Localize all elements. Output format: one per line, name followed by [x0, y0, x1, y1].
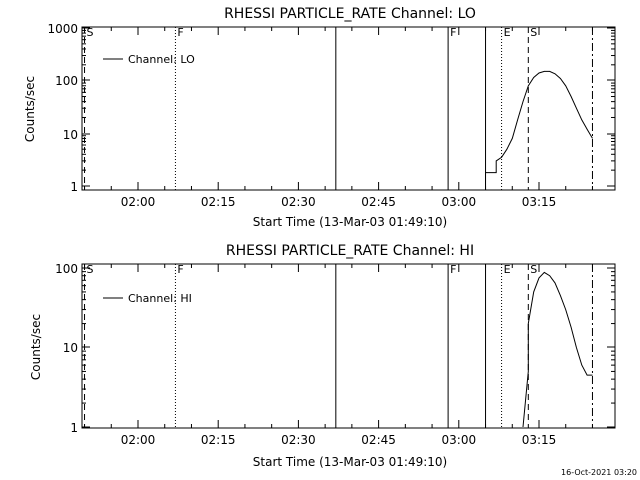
- x-tick-label: 02:30: [281, 433, 316, 447]
- series-line: [522, 271, 593, 428]
- event-marker-label: S: [530, 263, 537, 276]
- event-marker-label: F: [450, 263, 456, 276]
- x-tick-label: 03:00: [442, 195, 477, 209]
- y-tick-label: 1: [70, 421, 78, 435]
- panel-lo: RHESSI PARTICLE_RATE Channel: LO Start T…: [23, 6, 616, 229]
- x-tick-label: 02:00: [121, 195, 156, 209]
- y-tick-label: 10: [63, 341, 78, 355]
- x-tick-label: 03:15: [522, 433, 557, 447]
- x-tick-label: 02:15: [201, 195, 236, 209]
- y-axis-label: Counts/sec: [23, 76, 37, 142]
- y-tick-label: 100: [55, 74, 78, 88]
- x-tick-label: 02:15: [201, 433, 236, 447]
- event-marker-label: S: [530, 26, 537, 39]
- event-marker-label: E: [504, 263, 511, 276]
- x-axis-label: Start Time (13-Mar-03 01:49:10): [253, 215, 447, 229]
- event-marker-label: F: [450, 26, 456, 39]
- y-tick-label: 1000: [47, 22, 78, 36]
- x-tick-label: 02:45: [361, 433, 396, 447]
- legend-label: Channel: LO: [128, 53, 195, 66]
- date-stamp: 16-Oct-2021 03:20: [561, 468, 637, 477]
- x-tick-label: 02:00: [121, 433, 156, 447]
- event-marker-label: F: [177, 263, 183, 276]
- series-line: [485, 70, 593, 186]
- panel-hi: RHESSI PARTICLE_RATE Channel: HI Start T…: [29, 243, 616, 469]
- y-axis-label: Counts/sec: [29, 314, 43, 380]
- event-marker-label: S: [87, 26, 94, 39]
- x-tick-label: 03:00: [442, 433, 477, 447]
- event-marker-label: S: [87, 263, 94, 276]
- chart-title: RHESSI PARTICLE_RATE Channel: LO: [224, 6, 476, 22]
- x-tick-label: 02:30: [281, 195, 316, 209]
- y-tick-label: 1: [70, 180, 78, 194]
- event-marker-label: E: [504, 26, 511, 39]
- x-axis-label: Start Time (13-Mar-03 01:49:10): [253, 455, 447, 469]
- chart-title: RHESSI PARTICLE_RATE Channel: HI: [226, 243, 474, 259]
- y-tick-label: 100: [55, 262, 78, 276]
- y-tick-label: 10: [63, 128, 78, 142]
- legend-label: Channel: HI: [128, 292, 192, 305]
- plot-frame: [81, 26, 616, 191]
- x-tick-label: 03:15: [522, 195, 557, 209]
- plot-frame: [81, 263, 616, 429]
- x-tick-label: 02:45: [361, 195, 396, 209]
- event-marker-label: F: [177, 26, 183, 39]
